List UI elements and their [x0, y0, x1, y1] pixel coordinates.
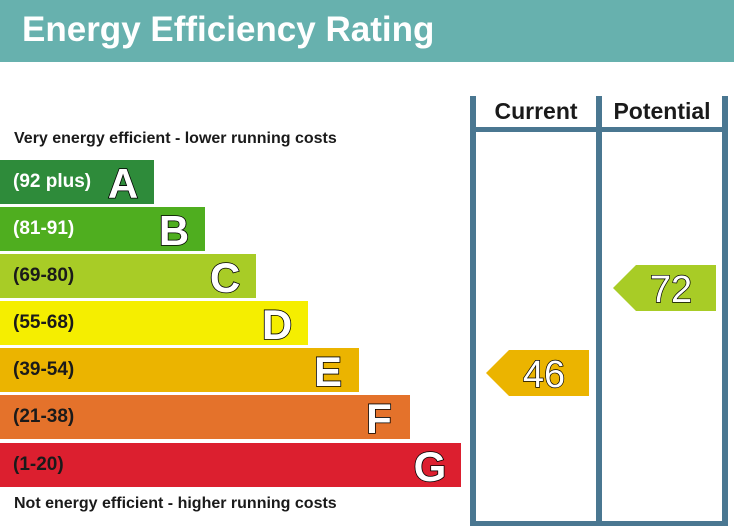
band-letter: D — [262, 301, 292, 348]
bottom-caption: Not energy efficient - higher running co… — [14, 495, 337, 512]
band-range-label: (39-54) — [13, 359, 75, 380]
band-b: (81-91) B — [0, 206, 205, 255]
band-letter-graphic: C — [209, 253, 241, 302]
band-f: (21-38) F — [0, 394, 410, 443]
frame-header-divider — [470, 127, 728, 132]
band-letter-graphic: D — [261, 300, 293, 349]
frame-left-line — [470, 96, 476, 526]
header-bar: Energy Efficiency Rating — [0, 0, 734, 62]
frame-right-line — [722, 96, 728, 526]
band-a: (92 plus) A — [0, 159, 154, 208]
band-range-label: (81-91) — [13, 218, 75, 239]
current-rating-value: 46 — [523, 354, 565, 396]
current-rating-arrow-shape — [486, 350, 589, 396]
band-d: (55-68) D — [0, 300, 308, 349]
potential-rating-value: 72 — [650, 269, 692, 311]
page-title: Energy Efficiency Rating — [22, 10, 435, 49]
band-letter-graphic: B — [158, 206, 190, 255]
band-letter: F — [366, 395, 392, 442]
potential-rating-arrow-shape — [613, 265, 716, 311]
band-letter-graphic: F — [365, 394, 392, 443]
band-range-label: (55-68) — [13, 312, 75, 333]
top-caption: Very energy efficient - lower running co… — [14, 130, 337, 147]
current-rating-arrow: 46 — [486, 350, 589, 397]
frame-bottom-line — [470, 521, 728, 526]
band-letter: C — [210, 254, 240, 301]
band-g: (1-20) G — [0, 442, 461, 491]
band-range-label: (92 plus) — [13, 171, 92, 192]
potential-column-header: Potential — [613, 98, 711, 124]
band-range-label: (69-80) — [13, 265, 75, 286]
potential-rating-arrow: 72 — [613, 265, 716, 312]
band-range-label: (21-38) — [13, 406, 75, 427]
band-e: (39-54) E — [0, 347, 359, 396]
band-range-label: (1-20) — [13, 454, 64, 475]
current-column-header: Current — [494, 98, 578, 124]
band-c: (69-80) C — [0, 253, 256, 302]
band-letter: A — [108, 160, 138, 207]
band-letter-graphic: A — [107, 159, 139, 208]
frame-middle-line — [596, 96, 602, 526]
band-letter: G — [414, 443, 447, 490]
band-letter: E — [314, 348, 342, 395]
band-letter: B — [159, 207, 189, 254]
band-letter-graphic: G — [413, 442, 447, 491]
band-letter-graphic: E — [313, 347, 343, 396]
